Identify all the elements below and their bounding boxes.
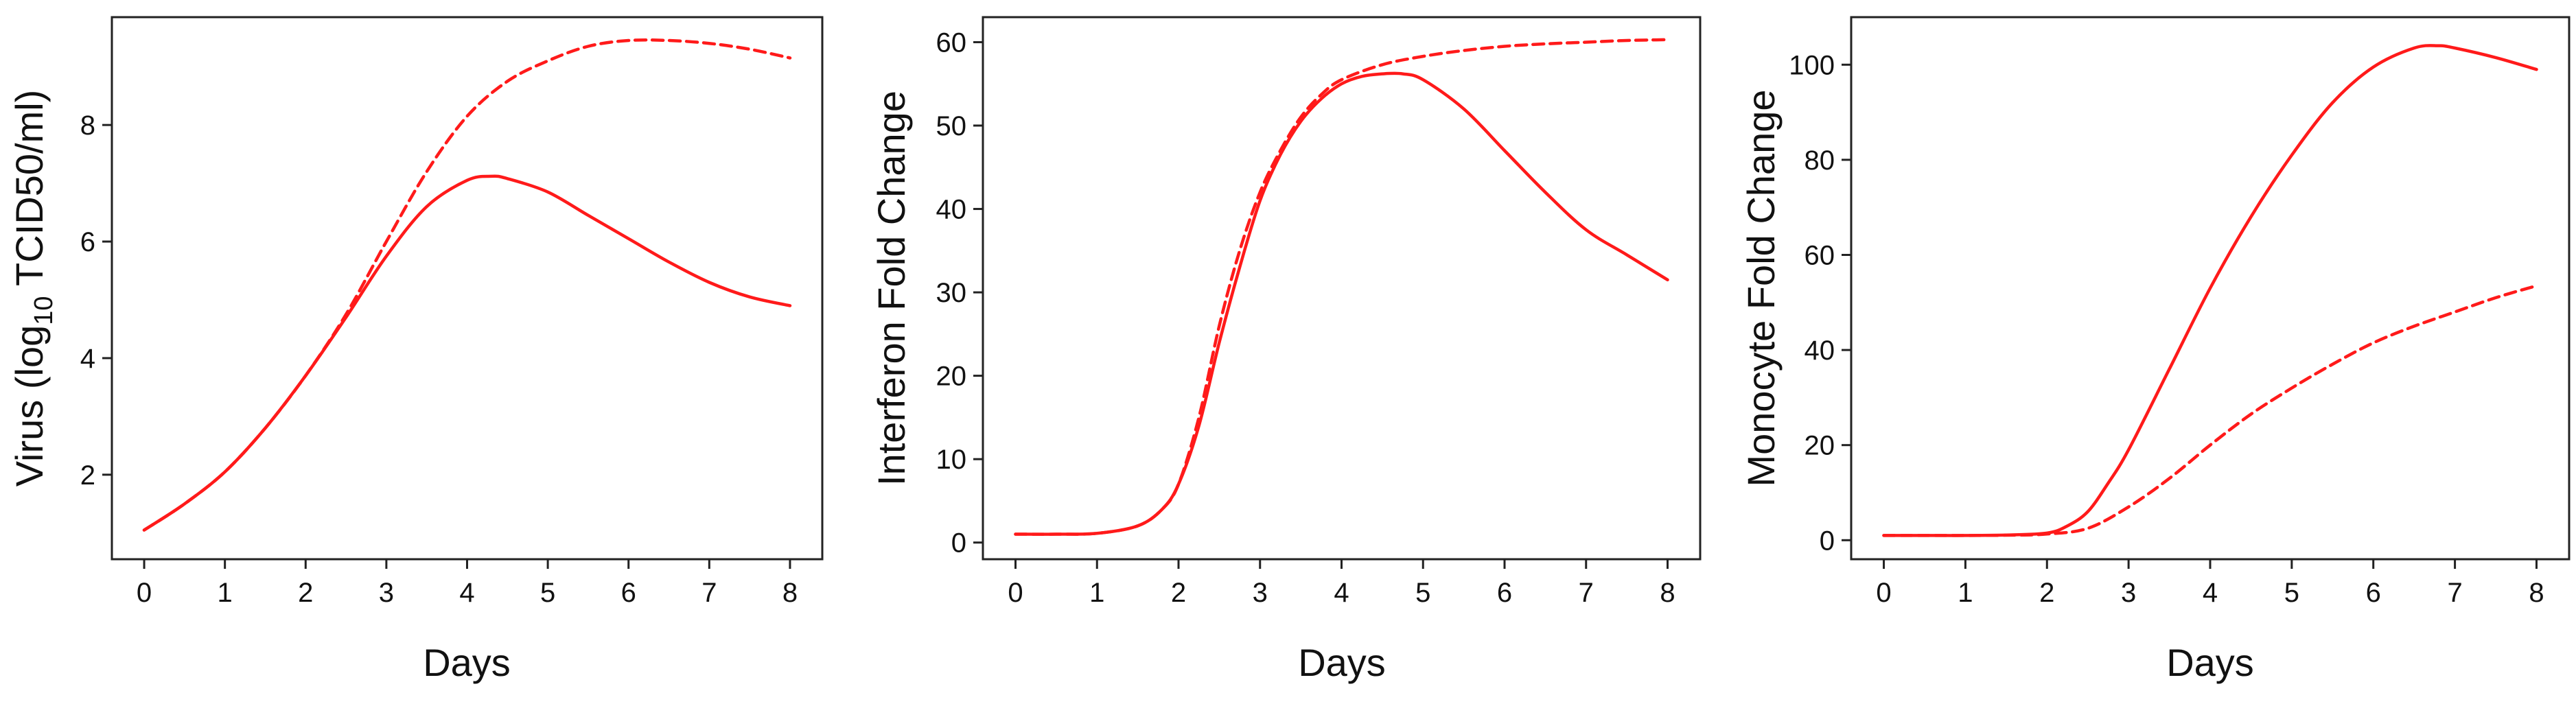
x-tick-label: 4 bbox=[1334, 578, 1349, 608]
y-tick-label: 6 bbox=[80, 227, 95, 257]
y-tick-label: 20 bbox=[1805, 431, 1835, 461]
x-tick-label: 3 bbox=[1253, 578, 1268, 608]
x-tick-label: 3 bbox=[2121, 578, 2136, 608]
x-tick-label: 4 bbox=[459, 578, 474, 608]
y-tick-label: 40 bbox=[936, 195, 967, 225]
x-tick-label: 0 bbox=[1876, 578, 1891, 608]
x-tick-label: 3 bbox=[379, 578, 394, 608]
x-tick-label: 0 bbox=[1008, 578, 1023, 608]
x-tick-label: 0 bbox=[137, 578, 152, 608]
x-axis-label: Days bbox=[2166, 641, 2254, 684]
x-axis-label: Days bbox=[1298, 641, 1386, 684]
x-tick-label: 5 bbox=[1415, 578, 1430, 608]
x-tick-label: 1 bbox=[218, 578, 233, 608]
y-tick-label: 30 bbox=[936, 278, 967, 308]
y-axis-label-subscript: 10 bbox=[30, 296, 58, 325]
y-tick-label: 20 bbox=[936, 362, 967, 392]
x-tick-label: 5 bbox=[540, 578, 555, 608]
x-tick-label: 1 bbox=[1089, 578, 1104, 608]
y-tick-label: 4 bbox=[80, 344, 95, 374]
y-axis-label: Monocyte Fold Change bbox=[1739, 89, 1783, 486]
x-tick-label: 8 bbox=[2529, 578, 2544, 608]
x-tick-label: 1 bbox=[1958, 578, 1973, 608]
x-tick-label: 6 bbox=[1497, 578, 1512, 608]
x-tick-label: 2 bbox=[1171, 578, 1186, 608]
x-tick-label: 2 bbox=[2039, 578, 2054, 608]
y-tick-label: 60 bbox=[1805, 240, 1835, 270]
y-axis-label: Virus (log10 TCID50/ml) bbox=[8, 90, 58, 487]
y-tick-label: 100 bbox=[1789, 50, 1835, 80]
y-tick-label: 0 bbox=[1820, 526, 1835, 556]
x-tick-label: 4 bbox=[2203, 578, 2218, 608]
x-tick-label: 2 bbox=[298, 578, 313, 608]
y-tick-label: 10 bbox=[936, 445, 967, 475]
y-axis-label-prefix: Virus (log bbox=[8, 325, 51, 487]
y-tick-label: 60 bbox=[936, 27, 967, 58]
y-tick-label: 0 bbox=[951, 528, 966, 559]
x-tick-label: 7 bbox=[1579, 578, 1594, 608]
x-tick-label: 7 bbox=[701, 578, 717, 608]
y-tick-label: 8 bbox=[80, 110, 95, 141]
y-tick-label: 80 bbox=[1805, 145, 1835, 176]
x-tick-label: 8 bbox=[1660, 578, 1675, 608]
x-tick-label: 6 bbox=[2366, 578, 2381, 608]
x-tick-label: 5 bbox=[2284, 578, 2299, 608]
y-tick-label: 2 bbox=[80, 460, 95, 491]
y-axis-label-suffix: TCID50/ml) bbox=[8, 90, 51, 296]
x-tick-label: 6 bbox=[621, 578, 636, 608]
y-tick-label: 40 bbox=[1805, 336, 1835, 366]
x-axis-label: Days bbox=[423, 641, 511, 684]
x-tick-label: 7 bbox=[2447, 578, 2462, 608]
y-tick-label: 50 bbox=[936, 111, 967, 141]
x-tick-label: 8 bbox=[782, 578, 798, 608]
y-axis-label: Interferon Fold Change bbox=[870, 91, 913, 486]
